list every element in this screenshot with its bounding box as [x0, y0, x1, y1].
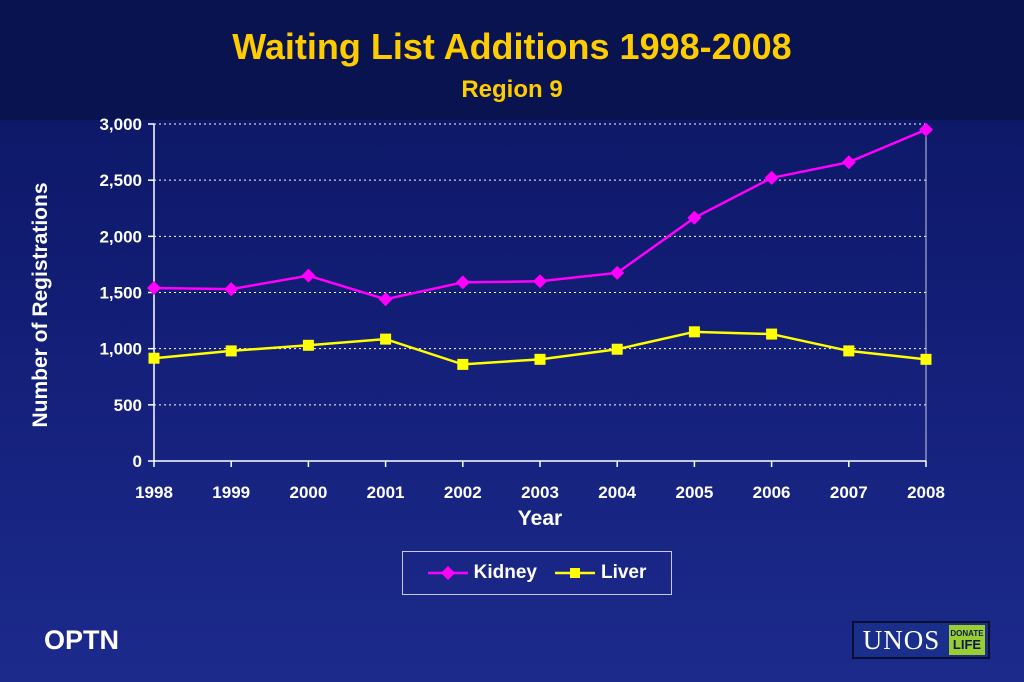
point-liver-1998 — [148, 352, 160, 364]
point-liver-2002 — [457, 358, 469, 370]
point-kidney-2002 — [455, 275, 470, 290]
legend-item-liver: Liver — [554, 562, 647, 584]
point-kidney-2005 — [687, 210, 702, 225]
legend: Kidney Liver — [402, 551, 672, 595]
legend-swatch-liver — [554, 568, 595, 578]
y-tick-label-3: 1,500 — [99, 284, 142, 303]
y-tick-label-1: 500 — [114, 396, 142, 415]
x-tick-label-2007: 2007 — [830, 483, 868, 502]
point-kidney-1998 — [147, 281, 161, 296]
x-tick-label-2006: 2006 — [753, 483, 791, 502]
point-liver-2005 — [688, 326, 700, 338]
point-kidney-2003 — [533, 274, 547, 289]
x-tick-label-1998: 1998 — [135, 483, 173, 502]
point-kidney-1999 — [224, 282, 239, 297]
x-tick-label-2005: 2005 — [675, 483, 713, 502]
legend-label-kidney: Kidney — [473, 562, 537, 583]
series-line-kidney — [153, 128, 927, 301]
x-axis-title: Year — [517, 507, 563, 530]
point-liver-2007 — [843, 345, 855, 357]
point-kidney-2006 — [764, 170, 779, 185]
unos-donate-life-logo: UNOS DONATE LIFE — [852, 621, 990, 659]
point-kidney-2008 — [919, 122, 933, 137]
legend-label-liver: Liver — [600, 562, 647, 583]
point-kidney-2004 — [610, 265, 625, 280]
point-kidney-2001 — [378, 292, 393, 307]
chart-title: Waiting List Additions 1998-2008 — [232, 26, 792, 67]
donate-life-badge-line1: DONATE — [950, 628, 984, 638]
x-tick-label-2000: 2000 — [289, 483, 327, 502]
y-tick-label-0: 0 — [133, 452, 142, 471]
point-liver-2004 — [611, 343, 623, 355]
y-axis-title: Number of Registrations — [29, 182, 52, 428]
point-kidney-2000 — [301, 268, 316, 283]
y-tick-label-2: 1,000 — [99, 340, 142, 359]
y-tick-label-6: 3,000 — [99, 115, 142, 134]
x-tick-label-2003: 2003 — [521, 483, 559, 502]
x-tick-label-2008: 2008 — [907, 483, 945, 502]
point-liver-2006 — [766, 328, 778, 340]
chart-subtitle: Region 9 — [461, 76, 563, 103]
y-tick-label-4: 2,000 — [99, 227, 142, 246]
optn-label: OPTN — [44, 625, 120, 655]
point-liver-2003 — [534, 353, 546, 365]
x-tick-label-2004: 2004 — [598, 483, 636, 502]
unos-logo-text: UNOS — [862, 624, 941, 655]
x-tick-label-2002: 2002 — [444, 483, 482, 502]
x-tick-label-2001: 2001 — [367, 483, 405, 502]
donate-life-badge-line2: LIFE — [952, 636, 982, 652]
legend-swatch-kidney — [427, 566, 468, 580]
legend-item-kidney: Kidney — [427, 562, 537, 584]
y-tick-label-5: 2,500 — [99, 171, 142, 190]
point-liver-1999 — [225, 345, 237, 357]
point-liver-2008 — [920, 353, 932, 365]
point-liver-2001 — [380, 333, 392, 345]
point-kidney-2007 — [841, 155, 856, 170]
title-band — [0, 0, 1024, 120]
point-liver-2000 — [302, 339, 314, 351]
x-tick-label-1999: 1999 — [212, 483, 250, 502]
donate-life-badge: DONATE LIFE — [949, 625, 985, 655]
